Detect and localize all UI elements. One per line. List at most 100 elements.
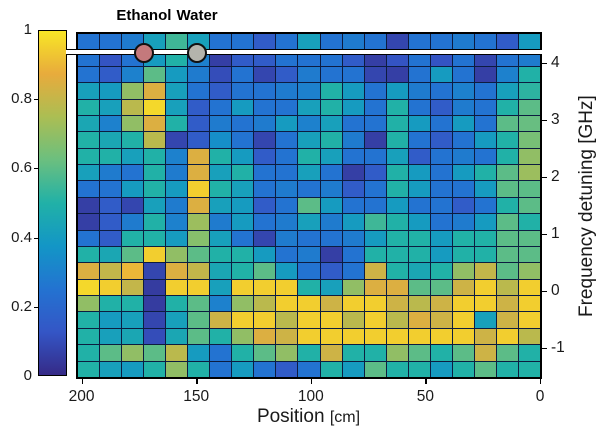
heatmap-cell bbox=[342, 214, 364, 230]
colorbar-tick-label: 1 bbox=[23, 21, 32, 38]
heatmap-cell bbox=[474, 34, 496, 50]
heatmap-cell bbox=[518, 230, 540, 246]
heatmap-cell bbox=[474, 115, 496, 132]
heatmap-cell bbox=[364, 263, 386, 279]
heatmap-cell bbox=[144, 115, 166, 132]
heatmap-cell bbox=[496, 34, 518, 50]
heatmap-cell bbox=[166, 246, 188, 263]
heatmap-cell bbox=[518, 263, 540, 279]
heatmap-cell bbox=[276, 230, 298, 246]
heatmap-cell bbox=[386, 165, 408, 181]
heatmap-cell bbox=[100, 83, 122, 99]
colorbar-tick bbox=[34, 99, 39, 101]
heatmap-cell bbox=[100, 115, 122, 132]
heatmap-cell bbox=[188, 328, 210, 345]
heatmap-cell bbox=[276, 148, 298, 165]
heatmap-cell bbox=[210, 83, 232, 99]
heatmap-cell bbox=[518, 361, 540, 377]
heatmap-cell bbox=[188, 345, 210, 361]
heatmap-cell bbox=[100, 148, 122, 165]
heatmap-cell bbox=[342, 279, 364, 296]
heatmap-cell bbox=[144, 230, 166, 246]
heatmap-cell bbox=[342, 132, 364, 148]
heatmap-cell bbox=[474, 230, 496, 246]
heatmap-cell bbox=[78, 296, 100, 312]
heatmap-cell bbox=[364, 148, 386, 165]
y-tick-label: 1 bbox=[551, 224, 560, 242]
heatmap-cell bbox=[232, 148, 254, 165]
heatmap-cell bbox=[496, 148, 518, 165]
heatmap-cell bbox=[320, 34, 342, 50]
heatmap-cell bbox=[276, 99, 298, 115]
heatmap-cell bbox=[232, 34, 254, 50]
heatmap-cell bbox=[452, 197, 474, 214]
water-marker bbox=[187, 42, 208, 63]
heatmap-cell bbox=[78, 181, 100, 197]
heatmap-cell bbox=[276, 132, 298, 148]
y-tick-label: 4 bbox=[551, 53, 560, 71]
heatmap-cell bbox=[518, 66, 540, 83]
heatmap-cell bbox=[144, 83, 166, 99]
heatmap-cell bbox=[320, 83, 342, 99]
heatmap-cell bbox=[342, 115, 364, 132]
heatmap-cell bbox=[122, 279, 144, 296]
heatmap-cell bbox=[210, 328, 232, 345]
colorbar-tick bbox=[34, 306, 39, 308]
heatmap-cell bbox=[100, 328, 122, 345]
heatmap-cell bbox=[100, 246, 122, 263]
heatmap-cell bbox=[254, 165, 276, 181]
heatmap-cell bbox=[518, 312, 540, 328]
heatmap-cell bbox=[144, 263, 166, 279]
heatmap-cell bbox=[430, 263, 452, 279]
heatmap-cell bbox=[232, 361, 254, 377]
heatmap-cell bbox=[166, 99, 188, 115]
heatmap-cell bbox=[276, 296, 298, 312]
heatmap-cell bbox=[342, 263, 364, 279]
heatmap-cell bbox=[452, 246, 474, 263]
heatmap-cell bbox=[210, 165, 232, 181]
x-tick-label: 50 bbox=[416, 388, 435, 405]
heatmap-cell bbox=[188, 230, 210, 246]
heatmap-cell bbox=[210, 345, 232, 361]
heatmap-cell bbox=[364, 83, 386, 99]
heatmap-cell bbox=[496, 115, 518, 132]
heatmap-cell bbox=[298, 99, 320, 115]
heatmap-cell bbox=[320, 66, 342, 83]
heatmap-cell bbox=[188, 148, 210, 165]
y-tick bbox=[542, 176, 547, 179]
heatmap-cell bbox=[210, 296, 232, 312]
heatmap-cell bbox=[254, 263, 276, 279]
colorbar-tick-label: 0 bbox=[23, 367, 32, 384]
heatmap-cell bbox=[320, 345, 342, 361]
x-tick bbox=[310, 379, 313, 384]
heatmap-cell bbox=[276, 66, 298, 83]
heatmap-cell bbox=[100, 230, 122, 246]
heatmap-cell bbox=[100, 214, 122, 230]
heatmap-cell bbox=[342, 148, 364, 165]
heatmap-cell bbox=[276, 197, 298, 214]
heatmap-cell bbox=[342, 83, 364, 99]
heatmap-cell bbox=[100, 263, 122, 279]
heatmap-cell bbox=[408, 361, 430, 377]
heatmap-cell bbox=[342, 246, 364, 263]
heatmap-cell bbox=[386, 66, 408, 83]
heatmap-cell bbox=[232, 181, 254, 197]
heatmap-cell bbox=[452, 34, 474, 50]
heatmap-cell bbox=[100, 132, 122, 148]
colorbar-tick-label: 0.4 bbox=[11, 228, 32, 246]
heatmap-cell bbox=[474, 214, 496, 230]
heatmap-cell bbox=[496, 83, 518, 99]
y-tick-label: -1 bbox=[551, 338, 565, 356]
heatmap-cell bbox=[342, 66, 364, 83]
heatmap-cell bbox=[232, 197, 254, 214]
colorbar-tick-label: 0.8 bbox=[11, 90, 32, 108]
colorbar-tick-label: 0.2 bbox=[11, 297, 32, 315]
heatmap-cell bbox=[386, 214, 408, 230]
heatmap-cell bbox=[78, 312, 100, 328]
heatmap-cell bbox=[78, 132, 100, 148]
heatmap-cell bbox=[166, 279, 188, 296]
heatmap-cell bbox=[408, 328, 430, 345]
heatmap-cell bbox=[232, 345, 254, 361]
heatmap-cell bbox=[408, 246, 430, 263]
